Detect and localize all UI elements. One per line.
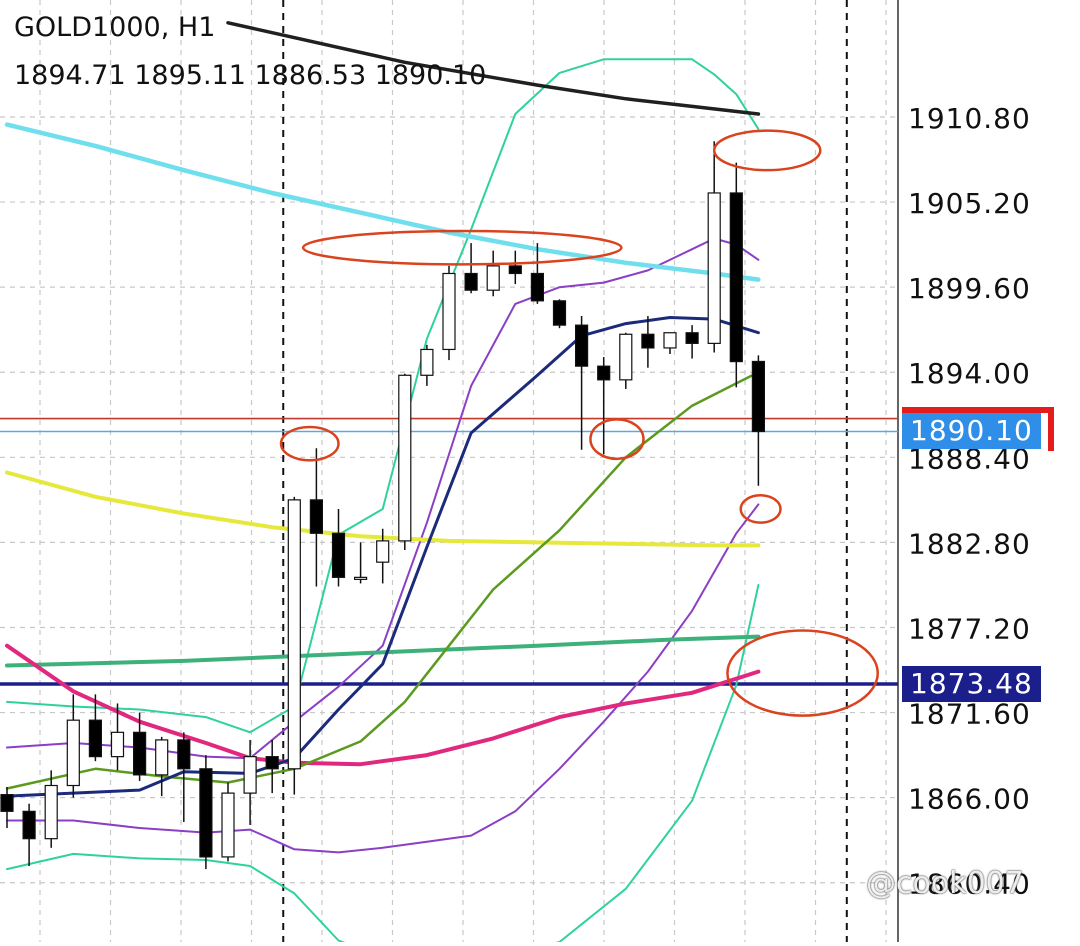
current-price-flag-edge [1048,407,1054,452]
watermark: @cook007 [866,866,1024,901]
bear-candle [133,731,147,776]
bull-candle [221,792,235,858]
bear-candle [552,300,567,326]
annotation-ellipse [279,425,340,462]
symbol-timeframe: GOLD1000, H1 [14,12,216,43]
bull-candle [354,576,368,580]
bear-candle [641,333,655,349]
black-ma [226,21,761,116]
bollinger-outer-lower [6,584,760,946]
bear-candle [331,532,346,578]
annotation-ellipse [726,629,879,717]
bull-candle [287,499,301,770]
bollinger-inner-lower [6,503,760,854]
price-tick-label: 1894.00 [908,357,1031,390]
bear-candle [22,810,36,840]
bear-candle [685,332,699,344]
green-trendline [5,634,761,668]
bull-candle [663,332,677,349]
bear-candle [508,265,522,275]
bull-candle [243,756,257,794]
price-tick-label: 1877.20 [908,612,1031,645]
price-tick-label: 1860.40 [908,868,1031,901]
bull-candle [486,265,500,291]
bear-candle [177,739,191,770]
bollinger-inner-upper [6,237,760,760]
bear-candle [0,794,14,812]
bull-candle [619,333,633,381]
bull-candle [155,739,169,776]
price-tick-label: 1871.60 [908,698,1031,731]
bear-candle [464,272,478,291]
bear-candle [88,719,103,758]
bollinger-outer-upper [6,58,760,734]
bear-candle [530,272,545,302]
cyan-ma [4,122,761,282]
bear-candle [309,499,323,534]
bull-candle [66,719,80,787]
ohlc-readout: 1894.71 1895.11 1886.53 1890.10 [14,60,487,91]
level-price-badge: 1873.48 [902,666,1041,702]
bull-candle [442,272,456,351]
bull-candle [376,540,390,563]
bull-candle [420,348,434,376]
bear-candle [265,756,279,770]
price-tick-label: 1905.20 [908,187,1031,220]
bear-candle [199,768,213,858]
price-tick-label: 1910.80 [908,102,1031,135]
bear-candle [729,192,743,363]
price-tick-label: 1882.80 [908,527,1031,560]
bull-candle [110,731,125,758]
annotation-ellipse [301,229,623,266]
current-price-badge: 1890.10 [902,413,1041,450]
current-price-flag [902,407,1054,414]
bull-candle [707,192,721,344]
price-tick-label: 1866.00 [908,783,1031,816]
annotation-ellipse [739,494,782,524]
bear-candle [574,324,589,367]
bull-candle [44,784,58,840]
annotation-ellipse [712,129,822,172]
bear-candle [597,365,611,381]
price-tick-label: 1899.60 [908,272,1031,305]
bull-candle [398,374,412,542]
bear-candle [751,360,766,433]
annotation-ellipse [589,418,645,461]
